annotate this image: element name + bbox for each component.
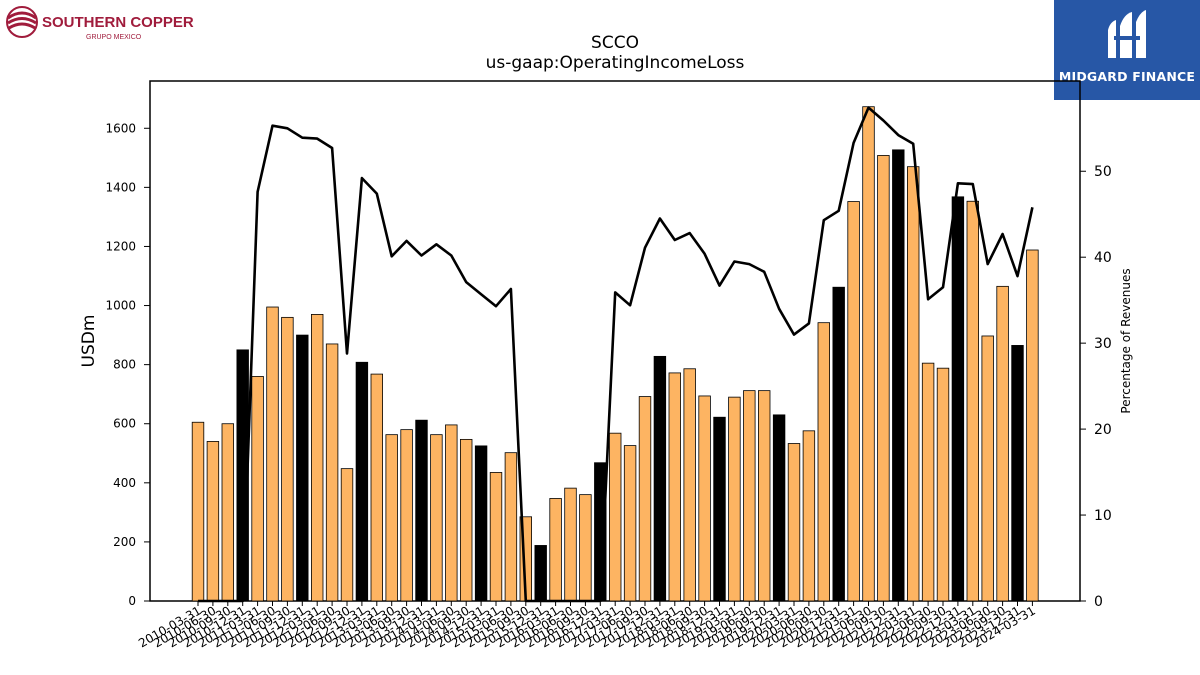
y-tick-label-400: 400 [113,476,136,490]
bar-2024-03-31 [1026,249,1039,602]
bar-2023-12-31 [1011,345,1024,602]
bar-2013-03-31 [370,373,384,602]
bar-2021-12-31 [892,149,905,602]
bar-2018-09-30 [698,395,711,602]
bar-2015-12-31 [534,545,547,602]
y2-tick-label-20: 20 [1094,422,1112,438]
percentage-line [198,106,1034,603]
bar-2022-03-31 [907,166,920,602]
chart-subtitle: us-gaap:OperatingIncomeLoss [486,53,745,73]
bar-2021-06-30 [862,106,875,602]
midgard-finance-logo: MIDGARD FINANCE [1054,0,1200,100]
southern-copper-logo: SOUTHERN COPPER GRUPO MEXICO [4,4,194,44]
bar-2013-09-30 [400,429,413,602]
bar-2020-09-30 [817,322,831,602]
y-axis-label: USDm [79,315,99,368]
bar-2023-09-30 [996,285,1009,602]
bar-2013-12-31 [415,419,428,602]
y2-tick-label-30: 30 [1094,336,1112,352]
bar-2011-09-30 [281,316,294,602]
bar-2018-12-31 [713,416,726,602]
bar-2013-06-30 [385,434,398,602]
bar-2021-03-31 [847,201,860,602]
bar-2012-06-30 [325,343,339,602]
bar-2014-03-31 [430,434,443,602]
bar-2010-06-30 [206,441,220,602]
bar-2020-12-31 [832,286,845,602]
y2-tick-label-0: 0 [1094,594,1103,610]
y-tick-label-1400: 1400 [105,180,136,194]
bar-2023-03-31 [966,200,980,602]
y2-tick-label-50: 50 [1094,164,1112,180]
chart-title: SCCO [591,33,639,53]
y-tick-label-800: 800 [113,358,136,372]
bar-2018-06-30 [683,368,696,602]
southern-copper-emblem-icon: SOUTHERN COPPER GRUPO MEXICO [6,6,194,41]
bar-2011-12-31 [296,334,309,602]
bar-2020-03-31 [787,443,801,602]
bar-2014-09-30 [459,438,473,602]
y2-tick-label-10: 10 [1094,508,1112,524]
plot-area: 0 200 400 600 800 1000 1200 1400 1600 0 10 20 30 40 50… [105,80,1112,650]
bar-2019-09-30 [758,390,771,602]
left-logo-sub: GRUPO MEXICO [86,34,142,41]
y-tick-label-0: 0 [128,594,136,608]
y2-tick-label-40: 40 [1094,250,1112,266]
bar-2022-12-31 [951,196,965,602]
y-tick-label-200: 200 [113,535,136,549]
bar-2019-06-30 [743,390,756,602]
bar-2011-03-31 [251,376,264,602]
bar-2012-03-31 [310,314,324,602]
bar-2016-03-31 [549,498,562,602]
bar-2019-12-31 [772,414,786,602]
bar-2010-03-31 [191,421,205,602]
bar-2017-12-31 [653,355,667,602]
bar-2022-09-30 [936,367,950,602]
bar-2019-03-31 [728,396,741,602]
bar-2011-06-30 [266,306,279,602]
y-tick-label-600: 600 [113,417,136,431]
bar-2016-06-30 [564,487,577,602]
bar-2016-09-30 [579,494,592,602]
bar-2015-06-30 [504,452,518,602]
bar-2020-06-30 [802,430,816,602]
bar-2017-03-31 [609,432,622,602]
bar-2018-03-31 [668,372,682,602]
right-logo-name: MIDGARD FINANCE [1058,69,1196,84]
bar-2023-06-30 [981,335,994,602]
bar-2014-06-30 [445,424,458,602]
bar-2017-06-30 [623,445,637,602]
y2-axis-label: Percentage of Revenues [1119,268,1133,413]
bar-2021-09-30 [877,155,890,602]
midgard-emblem-icon [1108,10,1146,58]
bar-2015-03-31 [489,472,503,602]
bar-2014-12-31 [474,445,488,602]
bar-2017-09-30 [638,396,652,602]
y-tick-label-1000: 1000 [105,299,136,313]
left-logo-name: SOUTHERN COPPER [42,14,194,31]
bar-2012-09-30 [340,468,354,602]
y-tick-label-1200: 1200 [105,239,136,253]
y-tick-label-1600: 1600 [105,121,136,135]
bar-2012-12-31 [355,361,369,602]
bar-2010-09-30 [221,423,235,602]
bar-2022-06-30 [921,362,935,602]
